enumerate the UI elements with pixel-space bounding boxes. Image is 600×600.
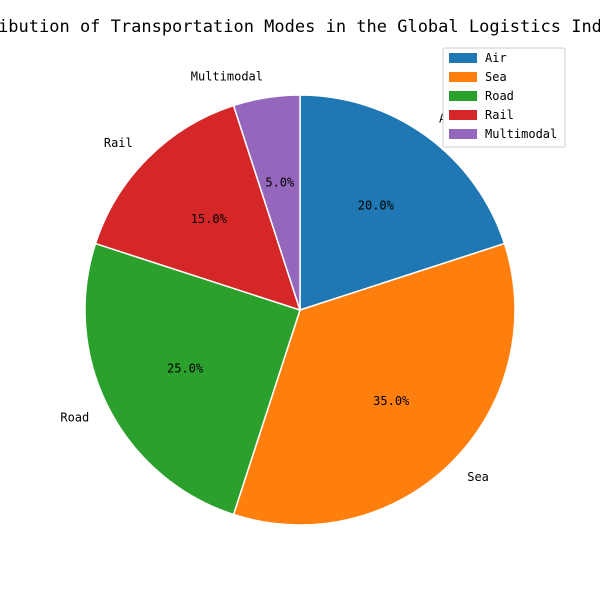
pie-slice-sea bbox=[232, 242, 516, 526]
pct-label-air: 20.0% bbox=[358, 199, 395, 213]
pct-label-rail: 15.0% bbox=[191, 212, 228, 226]
legend-label-sea: Sea bbox=[485, 70, 507, 84]
legend-swatch-rail bbox=[449, 110, 477, 120]
pct-label-road: 25.0% bbox=[167, 362, 204, 376]
legend-swatch-multimodal bbox=[449, 129, 477, 139]
slice-label-multimodal: Multimodal bbox=[191, 69, 263, 83]
slice-label-rail: Rail bbox=[104, 136, 133, 150]
pct-label-sea: 35.0% bbox=[373, 394, 410, 408]
legend-label-road: Road bbox=[485, 89, 514, 103]
legend-swatch-air bbox=[449, 53, 477, 63]
legend-label-multimodal: Multimodal bbox=[485, 127, 557, 141]
pie-slice-road bbox=[84, 242, 301, 516]
pie-slice-air bbox=[299, 94, 506, 312]
pie-slice-rail bbox=[94, 104, 302, 312]
legend-label-rail: Rail bbox=[485, 108, 514, 122]
legend-label-air: Air bbox=[485, 51, 507, 65]
legend-items: Air Sea Road Rail Multimodal bbox=[449, 51, 557, 141]
pie-slices bbox=[84, 94, 516, 526]
legend-swatch-road bbox=[449, 91, 477, 101]
legend: Air Sea Road Rail Multimodal bbox=[442, 47, 566, 148]
pie-slice-multimodal bbox=[232, 94, 301, 311]
chart-title: Distribution of Transportation Modes in … bbox=[0, 17, 600, 37]
slice-label-road: Road bbox=[60, 410, 89, 424]
pct-label-multimodal: 5.0% bbox=[265, 176, 295, 190]
legend-swatch-sea bbox=[449, 72, 477, 82]
slice-label-sea: Sea bbox=[467, 470, 489, 484]
